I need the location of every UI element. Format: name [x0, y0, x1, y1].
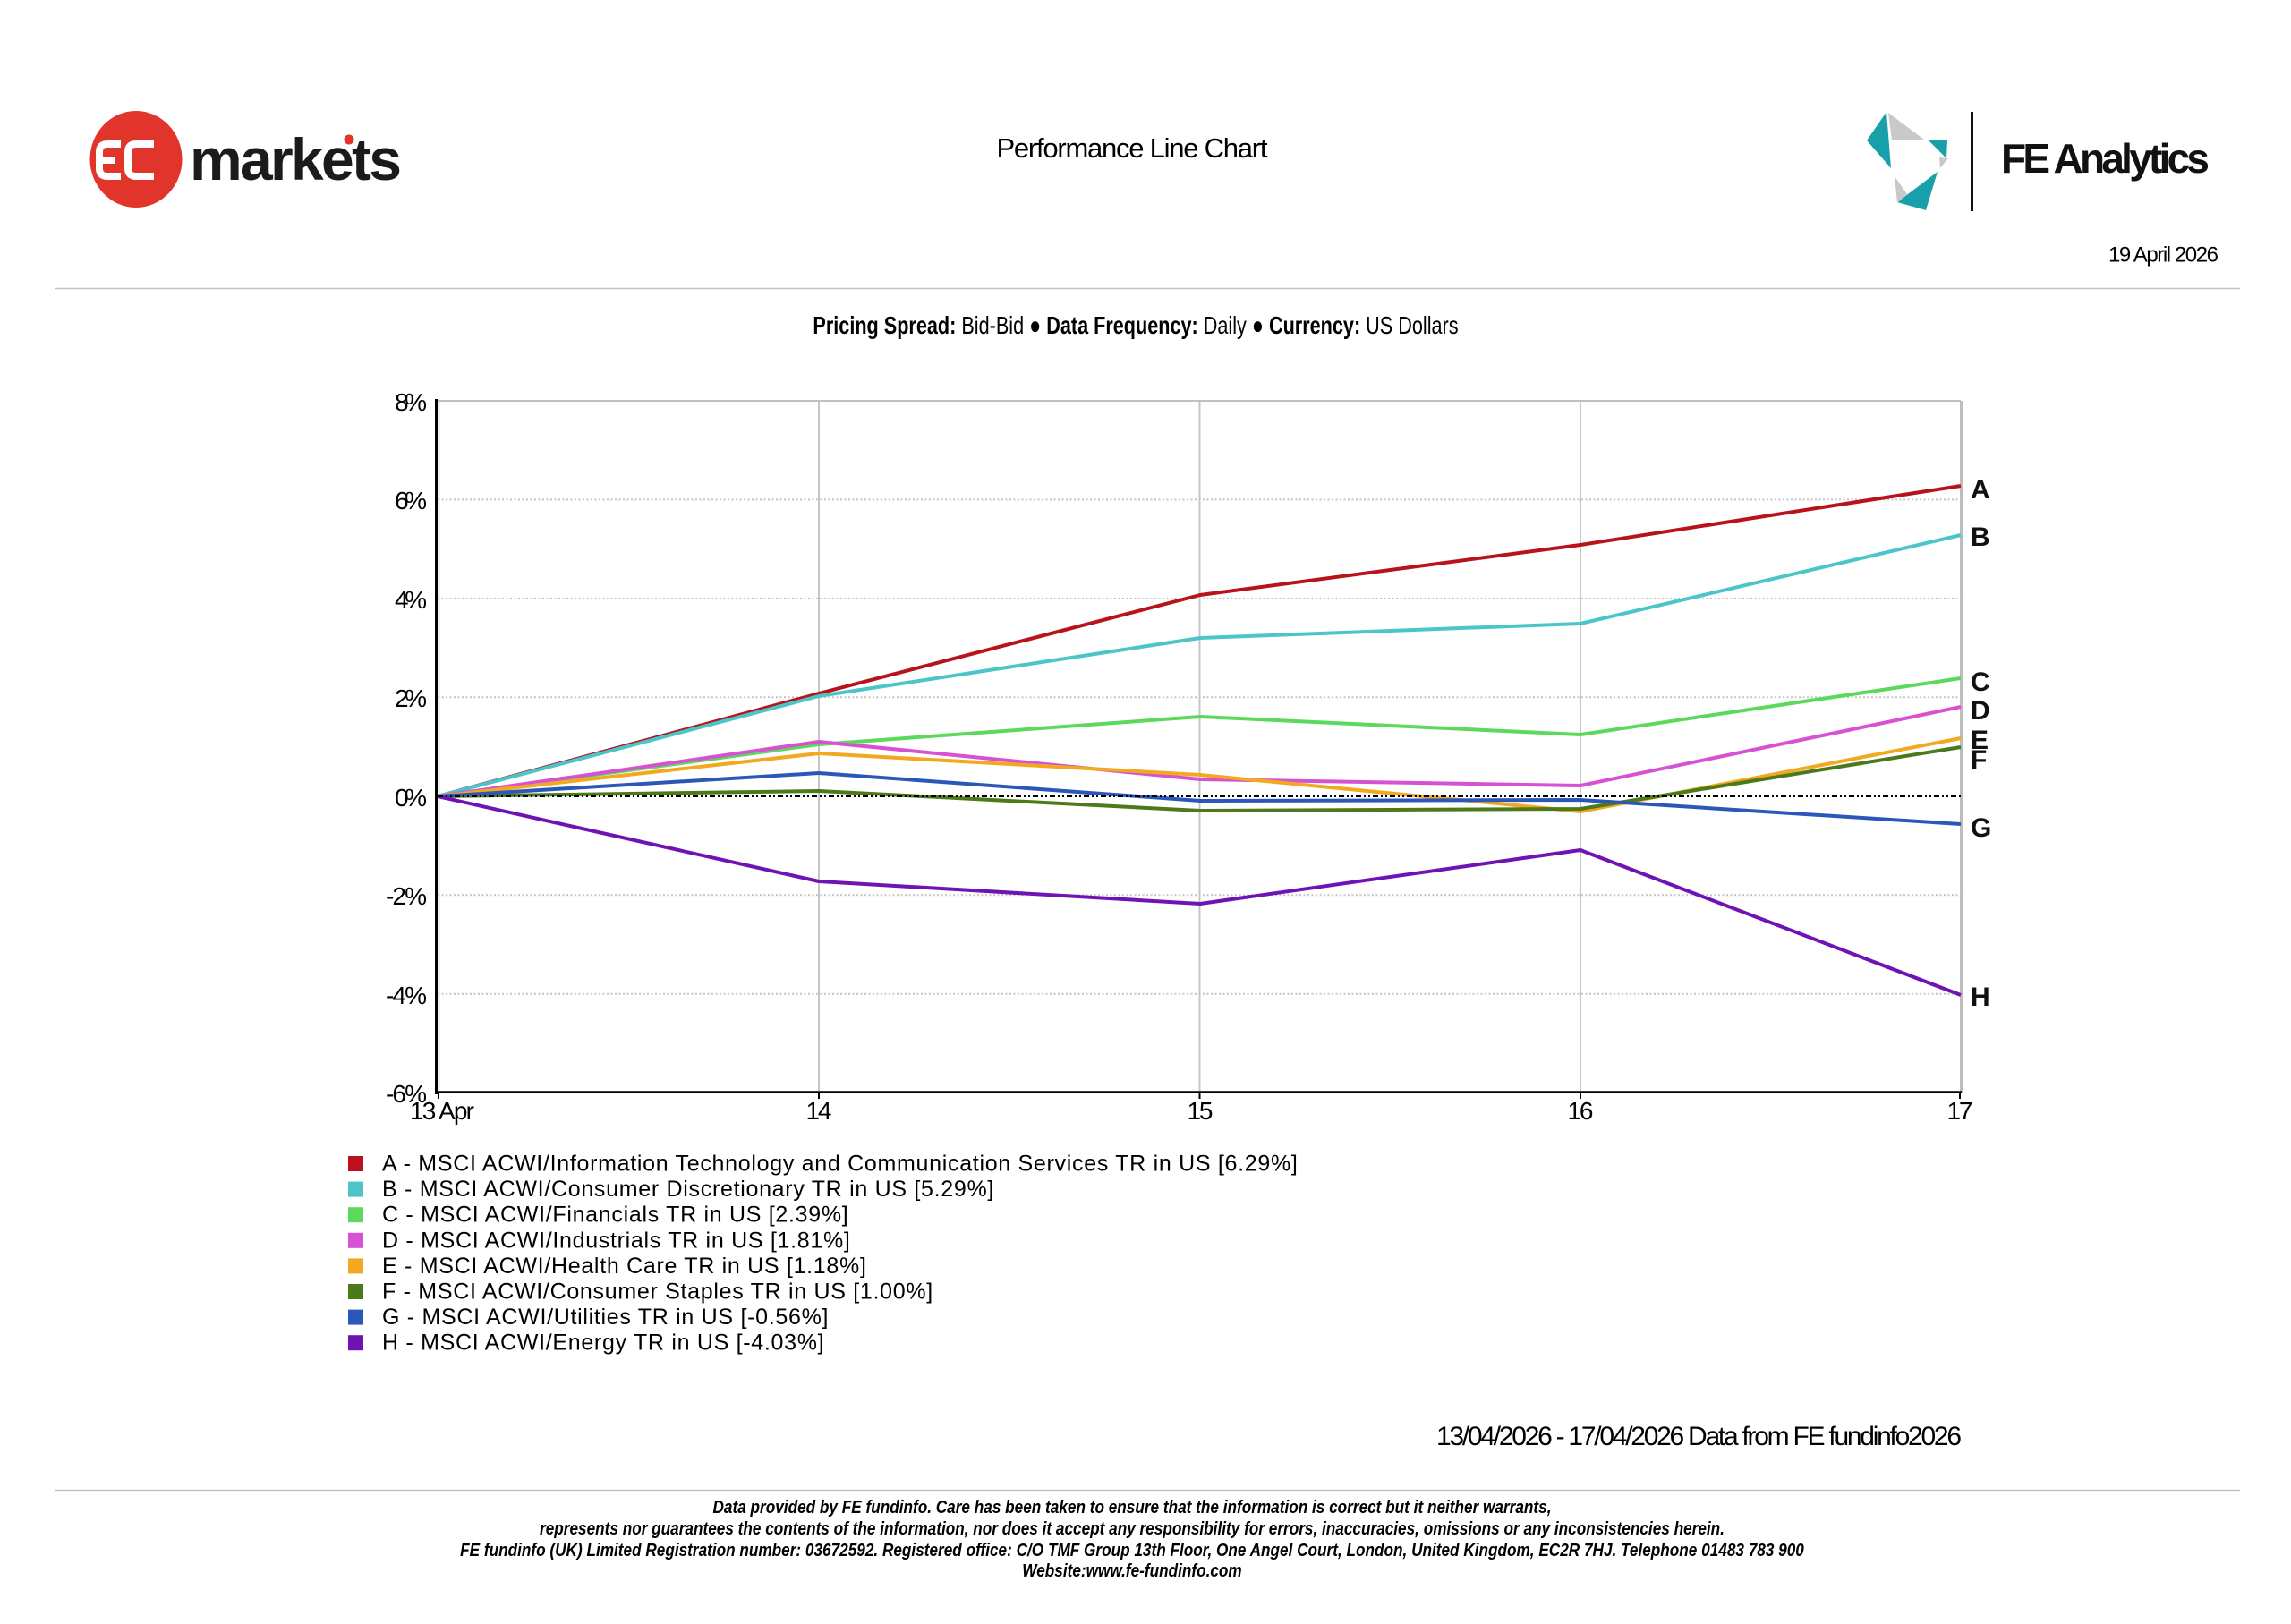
svg-text:13 Apr: 13 Apr [410, 1097, 474, 1125]
svg-text:F - MSCI ACWI/Consumer Staples: F - MSCI ACWI/Consumer Staples TR in US … [382, 1280, 933, 1305]
svg-text:Website:www.fe-fundinfo.com: Website:www.fe-fundinfo.com [1022, 1560, 1241, 1581]
svg-text:8%: 8% [395, 388, 427, 416]
svg-text:-4%: -4% [386, 982, 427, 1009]
svg-text:B - MSCI ACWI/Consumer Discret: B - MSCI ACWI/Consumer Discretionary TR … [382, 1177, 994, 1202]
svg-text:15: 15 [1188, 1097, 1214, 1125]
svg-text:13/04/2026 - 17/04/2026 Data f: 13/04/2026 - 17/04/2026 Data from FE fun… [1436, 1422, 1962, 1451]
svg-text:FE Analytics: FE Analytics [2001, 135, 2210, 182]
svg-text:2%: 2% [395, 684, 427, 712]
svg-text:-6%: -6% [386, 1080, 427, 1108]
svg-text:C - MSCI ACWI/Financials TR in: C - MSCI ACWI/Financials TR in US [2.39%… [382, 1203, 848, 1228]
svg-text:-2%: -2% [386, 882, 427, 910]
svg-text:E: E [1971, 726, 1989, 755]
svg-text:C: C [1971, 667, 1990, 697]
svg-text:B: B [1971, 523, 1990, 552]
svg-text:D: D [1971, 696, 1990, 726]
svg-text:Performance Line Chart: Performance Line Chart [997, 132, 1268, 164]
svg-text:F: F [1971, 745, 1987, 775]
svg-text:Data provided by FE fundinfo.: Data provided by FE fundinfo. Care has b… [713, 1497, 1552, 1518]
svg-text:4%: 4% [395, 586, 427, 614]
svg-text:H: H [1971, 982, 1990, 1012]
svg-text:0%: 0% [395, 784, 427, 812]
svg-text:represents nor guarantees the: represents nor guarantees the contents o… [540, 1518, 1725, 1539]
svg-text:G - MSCI ACWI/Utilities TR in: G - MSCI ACWI/Utilities TR in US [-0.56%… [382, 1305, 829, 1330]
svg-text:markets: markets [190, 126, 402, 192]
svg-text:6%: 6% [395, 487, 427, 514]
svg-text:E - MSCI ACWI/Health Care TR i: E - MSCI ACWI/Health Care TR in US [1.18… [382, 1254, 867, 1279]
svg-text:FE fundinfo (UK) Limited Regis: FE fundinfo (UK) Limited Registration nu… [460, 1540, 1804, 1560]
svg-text:17: 17 [1947, 1097, 1973, 1125]
svg-text:D - MSCI ACWI/Industrials TR i: D - MSCI ACWI/Industrials TR in US [1.81… [382, 1228, 851, 1253]
svg-text:A - MSCI ACWI/Information Tech: A - MSCI ACWI/Information Technology and… [382, 1152, 1299, 1177]
svg-text:G: G [1971, 813, 1991, 843]
svg-text:Pricing Spread: Bid-Bid ● Data: Pricing Spread: Bid-Bid ● Data Frequency… [813, 311, 1458, 339]
svg-text:16: 16 [1568, 1097, 1594, 1125]
svg-text:H - MSCI ACWI/Energy TR in US: H - MSCI ACWI/Energy TR in US [-4.03%] [382, 1331, 824, 1356]
svg-text:19 April 2026: 19 April 2026 [2108, 243, 2219, 268]
svg-text:14: 14 [806, 1097, 832, 1125]
svg-text:A: A [1971, 475, 1990, 505]
